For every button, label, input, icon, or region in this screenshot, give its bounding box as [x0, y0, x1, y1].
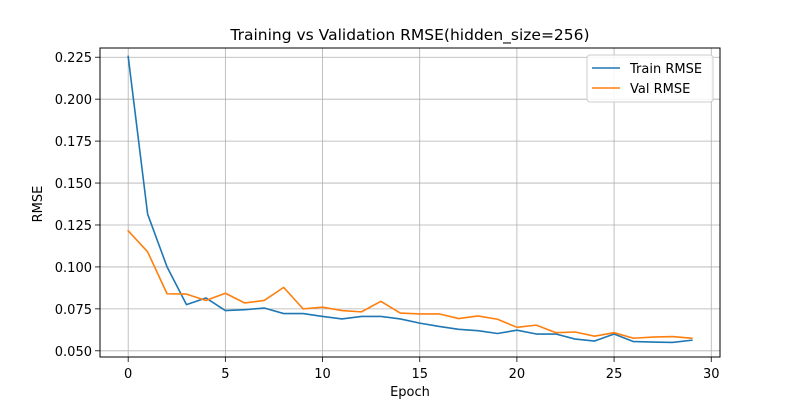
series-line-train-rmse	[127, 55, 693, 344]
y-tick-label: 0.200	[55, 93, 92, 108]
y-tick-label: 0.175	[55, 135, 92, 150]
x-tick-label: 20	[509, 367, 526, 382]
x-tick-label: 5	[221, 367, 229, 382]
legend-label: Val RMSE	[630, 82, 690, 97]
x-tick-label: 25	[606, 367, 623, 382]
x-tick-label: 15	[411, 367, 428, 382]
series-line-val-rmse	[127, 229, 693, 340]
plot-frame	[99, 47, 721, 358]
y-axis-label: RMSE	[31, 186, 46, 223]
x-tick-label: 30	[703, 367, 720, 382]
y-tick-label: 0.075	[55, 303, 92, 318]
y-tick-label: 0.225	[55, 51, 92, 66]
series-lines	[127, 55, 693, 344]
legend-box	[586, 54, 714, 103]
chart-title: Training vs Validation RMSE(hidden_size=…	[229, 26, 589, 45]
legend: Train RMSE Val RMSE	[586, 54, 714, 103]
grid	[100, 48, 720, 357]
y-tick-label: 0.125	[55, 219, 92, 234]
y-tick-label: 0.100	[55, 261, 92, 276]
x-axis-label: Epoch	[390, 385, 430, 400]
x-tick-label: 0	[124, 367, 132, 382]
axis-ticks: 0 5 10 15 20 25 30 0.050 0.075 0.100 0.125 0.150 0.1…	[55, 51, 720, 382]
legend-label: Train RMSE	[629, 62, 702, 77]
y-tick-label: 0.050	[55, 345, 92, 360]
y-tick-label: 0.150	[55, 177, 92, 192]
x-tick-label: 10	[314, 367, 331, 382]
